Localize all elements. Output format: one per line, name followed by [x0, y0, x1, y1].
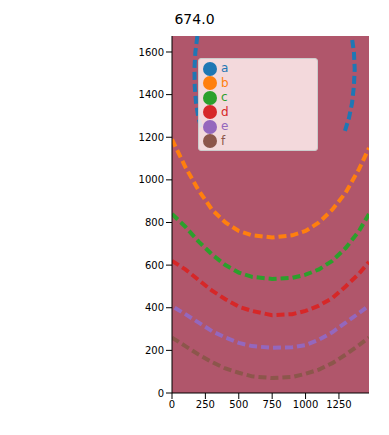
svg-text:600: 600 [145, 260, 164, 271]
html-text:d: d [221, 104, 229, 119]
svg-text:0: 0 [169, 399, 175, 410]
svg-text:0: 0 [158, 388, 164, 399]
html-text:c: c [221, 90, 228, 104]
svg-text:1200: 1200 [139, 132, 164, 143]
svg-text:200: 200 [145, 345, 164, 356]
html-text:e: e [221, 119, 229, 133]
html-text:a: a [221, 61, 229, 75]
svg-text:1250: 1250 [326, 399, 351, 410]
svg-text:1600: 1600 [139, 47, 164, 58]
svg-text:400: 400 [145, 302, 164, 313]
html-text:f: f [221, 133, 226, 148]
svg-text:1000: 1000 [139, 174, 164, 185]
svg-text:800: 800 [145, 217, 164, 228]
html-text:674.0: 674.0 [174, 11, 215, 27]
html-text:b: b [221, 75, 229, 90]
svg-text:750: 750 [263, 399, 282, 410]
svg-text:1400: 1400 [139, 89, 164, 100]
svg-text:500: 500 [229, 399, 248, 410]
svg-text:1000: 1000 [293, 399, 318, 410]
svg-text:250: 250 [196, 399, 215, 410]
